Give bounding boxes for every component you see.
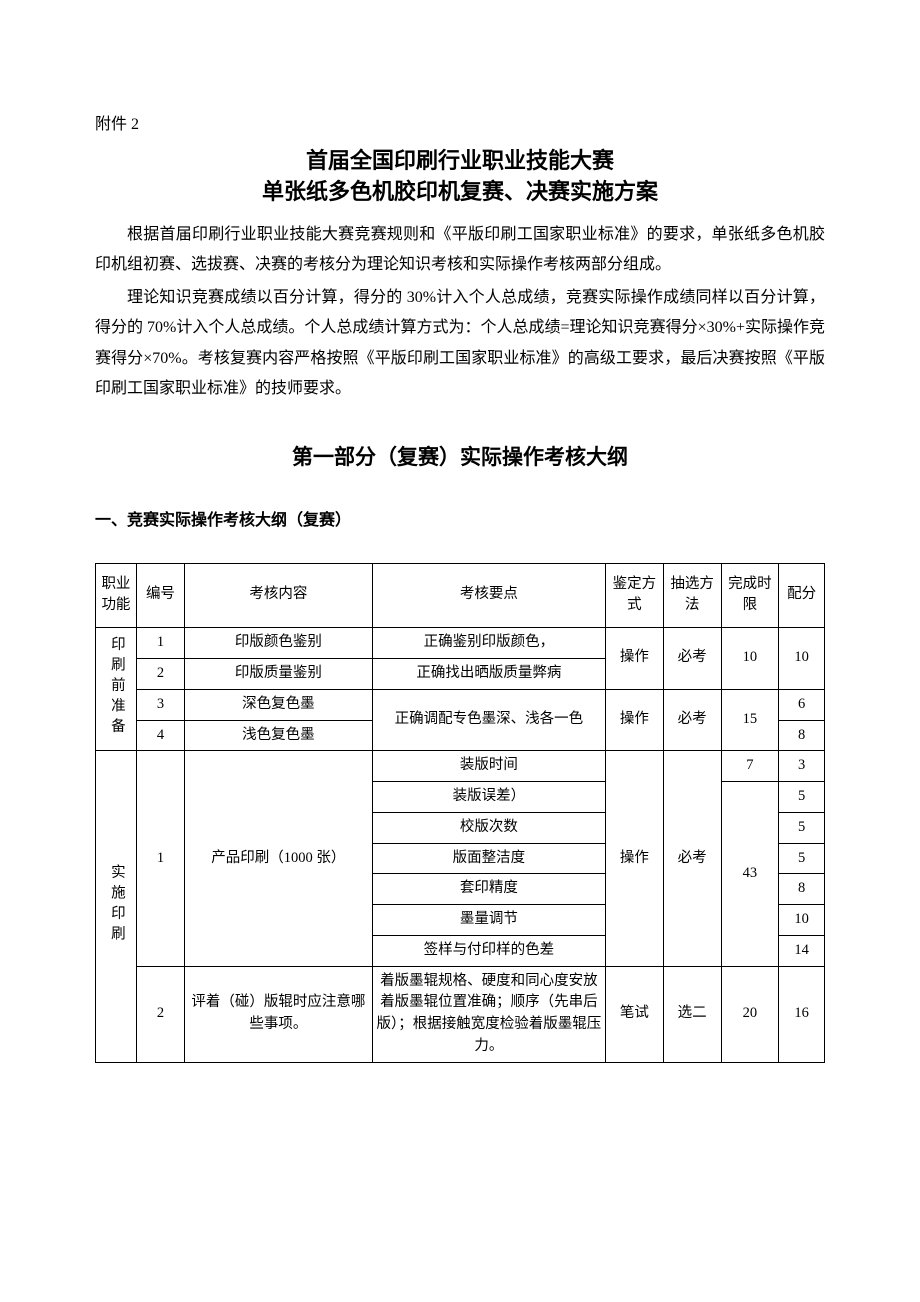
- intro-paragraph-2: 理论知识竞赛成绩以百分计算，得分的 30%计入个人总成绩，竞赛实际操作成绩同样以…: [95, 283, 825, 405]
- table-row: 印刷前准备 1 印版颜色鉴别 正确鉴别印版颜色， 操作 必考 10 10: [96, 628, 825, 659]
- score-cell: 10: [779, 628, 825, 690]
- num-cell: 1: [136, 628, 184, 659]
- score-cell: 5: [779, 812, 825, 843]
- point-cell: 墨量调节: [372, 905, 605, 936]
- point-cell: 装版时间: [372, 751, 605, 782]
- content-cell: 印版质量鉴别: [185, 658, 373, 689]
- intro-paragraph-1: 根据首届印刷行业职业技能大赛竞赛规则和《平版印刷工国家职业标准》的要求，单张纸多…: [95, 220, 825, 281]
- time-cell: 43: [721, 782, 779, 967]
- point-cell: 正确找出晒版质量弊病: [372, 658, 605, 689]
- attachment-label: 附件 2: [95, 110, 825, 140]
- num-cell: 1: [136, 751, 184, 966]
- score-cell: 6: [779, 689, 825, 720]
- sel-cell: 选二: [663, 966, 721, 1062]
- num-cell: 4: [136, 720, 184, 751]
- score-cell: 8: [779, 720, 825, 751]
- point-cell: 签样与付印样的色差: [372, 935, 605, 966]
- point-cell: 正确调配专色墨深、浅各一色: [372, 689, 605, 751]
- header-point: 考核要点: [372, 563, 605, 628]
- score-cell: 14: [779, 935, 825, 966]
- header-score: 配分: [779, 563, 825, 628]
- time-cell: 7: [721, 751, 779, 782]
- header-selection: 抽选方法: [663, 563, 721, 628]
- content-cell: 深色复色墨: [185, 689, 373, 720]
- subsection-heading: 一、竞赛实际操作考核大纲（复赛）: [95, 506, 825, 536]
- main-title-line2: 单张纸多色机胶印机复赛、决赛实施方案: [95, 177, 825, 208]
- header-content: 考核内容: [185, 563, 373, 628]
- point-cell: 正确鉴别印版颜色，: [372, 628, 605, 659]
- mode-cell: 操作: [606, 689, 664, 751]
- mode-cell: 操作: [606, 751, 664, 966]
- sel-cell: 必考: [663, 689, 721, 751]
- content-cell: 评着（碰）版辊时应注意哪些事项。: [185, 966, 373, 1062]
- time-cell: 15: [721, 689, 779, 751]
- table-row: 3 深色复色墨 正确调配专色墨深、浅各一色 操作 必考 15 6: [96, 689, 825, 720]
- main-title-line1: 首届全国印刷行业职业技能大赛: [95, 146, 825, 177]
- section-1-title: 第一部分（复赛）实际操作考核大纲: [95, 438, 825, 478]
- score-cell: 8: [779, 874, 825, 905]
- point-cell: 套印精度: [372, 874, 605, 905]
- point-cell: 着版墨辊规格、硬度和同心度安放着版墨辊位置准确；顺序（先串后版）；根据接触宽度检…: [372, 966, 605, 1062]
- mode-cell: 操作: [606, 628, 664, 690]
- score-cell: 16: [779, 966, 825, 1062]
- score-cell: 5: [779, 843, 825, 874]
- function-cell: 实施印刷: [96, 751, 137, 1062]
- num-cell: 2: [136, 658, 184, 689]
- score-cell: 10: [779, 905, 825, 936]
- sel-cell: 必考: [663, 628, 721, 690]
- assessment-outline-table: 职业功能 编号 考核内容 考核要点 鉴定方式 抽选方法 完成时限 配分 印刷前准…: [95, 563, 825, 1063]
- sel-cell: 必考: [663, 751, 721, 966]
- mode-cell: 笔试: [606, 966, 664, 1062]
- time-cell: 10: [721, 628, 779, 690]
- num-cell: 3: [136, 689, 184, 720]
- function-cell: 印刷前准备: [96, 628, 137, 751]
- score-cell: 5: [779, 782, 825, 813]
- table-row: 实施印刷 1 产品印刷（1000 张） 装版时间 操作 必考 7 3: [96, 751, 825, 782]
- header-mode: 鉴定方式: [606, 563, 664, 628]
- score-cell: 3: [779, 751, 825, 782]
- point-cell: 装版误差）: [372, 782, 605, 813]
- table-row: 2 评着（碰）版辊时应注意哪些事项。 着版墨辊规格、硬度和同心度安放着版墨辊位置…: [96, 966, 825, 1062]
- content-cell: 浅色复色墨: [185, 720, 373, 751]
- time-cell: 20: [721, 966, 779, 1062]
- header-function: 职业功能: [96, 563, 137, 628]
- num-cell: 2: [136, 966, 184, 1062]
- point-cell: 版面整洁度: [372, 843, 605, 874]
- content-cell: 产品印刷（1000 张）: [185, 751, 373, 966]
- header-time: 完成时限: [721, 563, 779, 628]
- table-header-row: 职业功能 编号 考核内容 考核要点 鉴定方式 抽选方法 完成时限 配分: [96, 563, 825, 628]
- header-number: 编号: [136, 563, 184, 628]
- point-cell: 校版次数: [372, 812, 605, 843]
- content-cell: 印版颜色鉴别: [185, 628, 373, 659]
